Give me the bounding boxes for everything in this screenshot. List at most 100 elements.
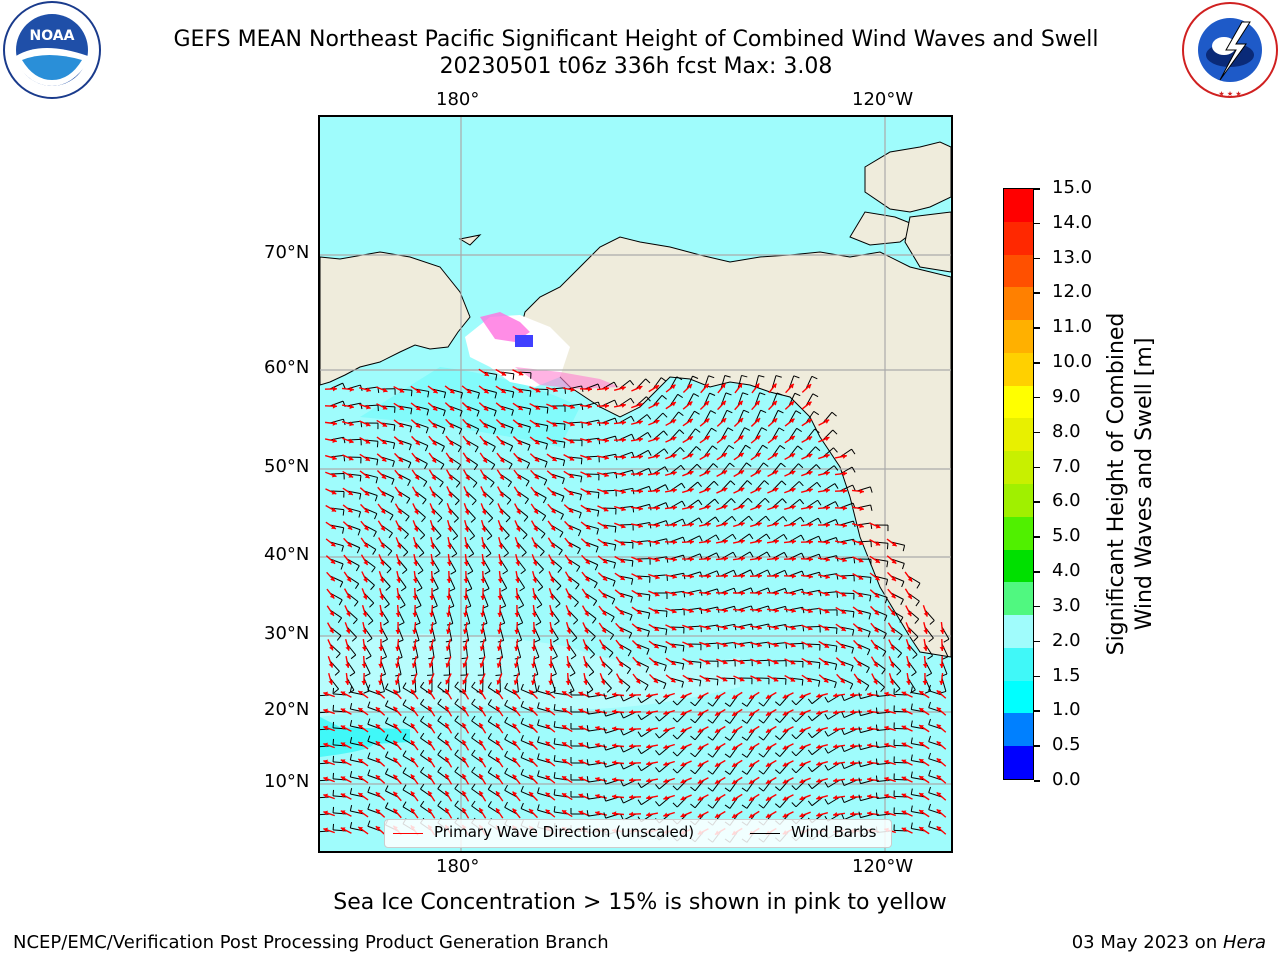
wind-barb-flag — [672, 700, 678, 706]
wind-barb — [669, 608, 685, 611]
wind-barb — [635, 677, 649, 686]
wind-barb-flag — [425, 427, 429, 434]
wind-barb-flag — [537, 753, 540, 760]
wind-barb-flag — [627, 650, 632, 657]
wind-barb-flag — [384, 603, 390, 609]
wind-barb — [363, 386, 378, 390]
wind-barb — [618, 575, 633, 580]
colorbar-segment — [1004, 647, 1033, 681]
wind-barb — [550, 456, 565, 461]
wind-barb — [907, 575, 921, 584]
wind-barb — [380, 524, 393, 534]
wave-direction-arrowhead — [382, 405, 388, 410]
wind-barb-flag — [454, 732, 459, 738]
wave-direction-arrowhead — [655, 436, 660, 442]
wave-direction-arrowhead — [859, 506, 864, 511]
wind-barb — [520, 689, 535, 696]
wind-barb — [397, 609, 405, 623]
colorbar-segment — [1004, 680, 1033, 714]
wind-barb-flag — [824, 764, 829, 771]
wind-barb — [504, 721, 518, 730]
wind-barb-flag — [589, 653, 595, 659]
wave-direction-arrowhead — [365, 421, 371, 427]
wind-barb — [537, 707, 552, 713]
wind-barb — [771, 605, 786, 611]
wind-barb — [380, 626, 389, 640]
wind-barb — [729, 694, 739, 707]
wave-direction-legend-line — [393, 833, 423, 834]
wind-barb — [465, 405, 480, 412]
wind-barb — [537, 690, 552, 696]
wind-barb-flag — [869, 595, 872, 602]
wind-barb-flag — [910, 788, 913, 795]
wave-direction-arrowhead — [799, 795, 805, 801]
wave-direction-arrowhead — [393, 689, 398, 695]
wind-barb-flag — [613, 381, 618, 388]
wind-barb-flag — [724, 787, 731, 792]
wind-barb — [658, 779, 671, 790]
wave-direction-arrowhead — [378, 646, 384, 651]
wave-direction-arrowhead — [833, 743, 838, 749]
wind-barb — [822, 411, 833, 424]
wave-direction-arrowhead — [414, 457, 420, 463]
wind-barb — [367, 757, 382, 764]
wind-barb — [320, 728, 331, 731]
wind-barb-flag — [595, 546, 599, 553]
wind-barb — [771, 392, 778, 407]
wave-direction-arrowhead — [874, 610, 879, 616]
wave-direction-arrowhead — [393, 706, 398, 712]
wind-barb — [499, 371, 514, 375]
wind-barb — [329, 382, 343, 390]
wave-direction-arrowhead — [825, 591, 830, 597]
wind-barb-flag — [420, 800, 425, 807]
wave-direction-arrowhead — [329, 628, 334, 634]
wave-direction-arrowhead — [584, 576, 590, 582]
wave-direction-arrowhead — [517, 457, 522, 463]
wave-direction-arrowhead — [939, 646, 945, 651]
wind-barb — [584, 401, 599, 407]
wind-barb-flag — [774, 718, 781, 723]
wind-barb-flag — [660, 377, 667, 382]
wind-barb — [465, 524, 476, 537]
wind-barb-flag — [858, 777, 861, 784]
wind-barb-flag — [536, 604, 543, 609]
wind-barb — [669, 482, 682, 492]
wind-barb — [788, 660, 804, 663]
wind-barb — [550, 473, 565, 479]
wind-barb-flag — [586, 776, 589, 783]
wave-direction-arrowhead — [529, 774, 534, 780]
wind-barb-flag — [487, 733, 492, 739]
wind-barb-flag — [817, 517, 822, 524]
wind-barb-flag — [629, 380, 635, 386]
wind-barb-flag — [778, 427, 785, 432]
wind-barb-flag — [512, 373, 515, 380]
wave-direction-arrowhead — [462, 773, 467, 779]
wind-barb-flag — [620, 695, 624, 702]
wind-barb-flag — [781, 480, 787, 486]
wave-height-map — [318, 115, 953, 853]
wave-direction-arrowhead — [850, 777, 855, 783]
sea-ice-pink-2 — [515, 367, 620, 389]
wave-direction-arrowhead — [496, 689, 501, 694]
wave-direction-arrowhead — [480, 561, 486, 566]
wave-direction-arrowhead — [901, 827, 907, 832]
wind-barb — [397, 660, 402, 675]
wave-direction-arrowhead — [791, 625, 796, 631]
wave-direction-arrowhead — [483, 423, 488, 429]
wind-barb — [482, 592, 489, 607]
wind-barb-flag — [913, 636, 919, 642]
wind-barb-flag — [420, 534, 426, 540]
wind-barb-flag — [504, 750, 508, 757]
wind-barb-flag — [801, 552, 805, 559]
wind-barb — [839, 609, 854, 613]
wind-barb-legend-line — [750, 833, 780, 834]
wind-barb-flag — [682, 518, 686, 525]
wind-barb — [635, 503, 650, 509]
wave-direction-arrowhead — [566, 611, 572, 617]
wave-direction-arrowhead — [825, 556, 830, 562]
wind-barb-flag — [383, 621, 389, 626]
wind-barb-flag — [389, 514, 394, 521]
wind-barb-flag — [376, 441, 379, 448]
wind-barb-flag — [807, 732, 813, 738]
wind-barb — [533, 609, 542, 623]
